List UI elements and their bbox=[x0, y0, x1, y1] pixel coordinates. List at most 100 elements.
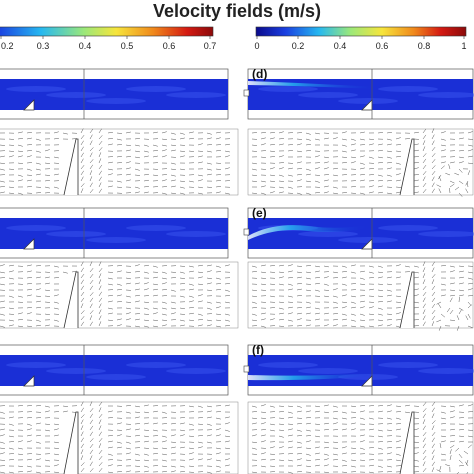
velocity-vector bbox=[436, 469, 442, 473]
velocity-vector bbox=[260, 277, 266, 279]
velocity-vector bbox=[440, 440, 446, 443]
velocity-vector bbox=[44, 180, 50, 182]
velocity-vector bbox=[152, 276, 158, 279]
velocity-vector bbox=[323, 324, 329, 327]
velocity-vector bbox=[386, 138, 392, 141]
velocity-vector bbox=[467, 444, 472, 449]
velocity-vector bbox=[323, 441, 329, 444]
velocity-vector bbox=[440, 161, 446, 164]
velocity-vector bbox=[89, 170, 93, 176]
velocity-vector bbox=[170, 162, 176, 165]
velocity-vector bbox=[17, 325, 23, 327]
velocity-vector bbox=[179, 417, 185, 419]
velocity-vector bbox=[440, 265, 446, 267]
velocity-vector bbox=[0, 428, 5, 431]
velocity-vector bbox=[17, 162, 23, 164]
velocity-vector bbox=[377, 410, 383, 413]
velocity-vector bbox=[395, 417, 401, 420]
velocity-vector bbox=[35, 458, 41, 461]
velocity-vector bbox=[368, 271, 374, 274]
velocity-vector bbox=[161, 295, 167, 297]
velocity-vector bbox=[395, 144, 401, 146]
velocity-vector bbox=[44, 289, 50, 292]
velocity-vector bbox=[26, 458, 32, 461]
velocity-vector bbox=[350, 452, 356, 455]
velocity-vector bbox=[152, 422, 158, 425]
velocity-vector bbox=[377, 156, 383, 159]
velocity-vector bbox=[0, 313, 5, 316]
velocity-vector bbox=[431, 188, 435, 194]
velocity-vector bbox=[17, 447, 23, 450]
velocity-vector bbox=[134, 405, 140, 408]
velocity-vector bbox=[368, 168, 374, 170]
velocity-vector bbox=[278, 131, 284, 134]
velocity-vector bbox=[287, 428, 293, 431]
velocity-streak bbox=[418, 231, 474, 237]
velocity-vector bbox=[386, 174, 392, 177]
velocity-vector bbox=[35, 434, 41, 437]
velocity-vector bbox=[125, 156, 131, 158]
colorbar-tick-label: 0.4 bbox=[79, 41, 92, 51]
velocity-vector bbox=[116, 155, 122, 158]
obstacle-ramp bbox=[399, 138, 415, 196]
velocity-vector bbox=[332, 295, 338, 298]
velocity-vector bbox=[440, 165, 445, 170]
velocity-vector bbox=[143, 453, 149, 456]
velocity-vector bbox=[98, 170, 102, 176]
velocity-vector bbox=[224, 313, 230, 316]
velocity-vector bbox=[116, 301, 122, 303]
obstacle-ramp bbox=[63, 271, 79, 329]
velocity-vector bbox=[449, 405, 455, 408]
velocity-vector bbox=[170, 149, 176, 152]
velocity-vector bbox=[152, 283, 158, 286]
velocity-vector bbox=[107, 283, 113, 286]
velocity-vector bbox=[98, 291, 102, 297]
velocity-vector bbox=[431, 176, 435, 182]
velocity-vector bbox=[458, 161, 464, 164]
velocity-vector bbox=[395, 150, 401, 152]
velocity-vector bbox=[431, 285, 436, 291]
velocity-vector bbox=[287, 167, 293, 170]
velocity-vector bbox=[206, 173, 212, 176]
velocity-vector bbox=[44, 405, 50, 408]
velocity-vector bbox=[260, 312, 266, 315]
velocity-vector bbox=[98, 309, 102, 315]
velocity-vector bbox=[377, 295, 383, 297]
velocity-vector bbox=[134, 288, 140, 291]
velocity-vector bbox=[8, 138, 14, 140]
velocity-vector bbox=[251, 180, 257, 182]
velocity-vector bbox=[107, 185, 113, 188]
colorbar-left-gradient bbox=[0, 26, 214, 37]
inlet-marker bbox=[243, 228, 250, 236]
velocity-vector bbox=[116, 318, 122, 321]
velocity-vector bbox=[413, 417, 419, 419]
velocity-vector bbox=[449, 161, 455, 164]
velocity-vector bbox=[341, 465, 347, 467]
velocity-vector bbox=[278, 167, 284, 170]
velocity-streak bbox=[126, 362, 186, 368]
velocity-vector bbox=[161, 179, 167, 182]
velocity-vector bbox=[287, 306, 293, 309]
velocity-vector bbox=[143, 173, 149, 176]
velocity-vector bbox=[377, 307, 383, 310]
velocity-vector bbox=[26, 150, 32, 152]
velocity-vector bbox=[215, 452, 221, 455]
velocity-vector bbox=[287, 405, 293, 408]
velocity-vector bbox=[458, 180, 464, 185]
velocity-vector bbox=[0, 180, 5, 183]
velocity-vector bbox=[269, 465, 275, 467]
velocity-vector bbox=[269, 137, 275, 140]
velocity-vector bbox=[17, 465, 23, 467]
velocity-vector bbox=[152, 307, 158, 310]
velocity-vector bbox=[161, 144, 167, 147]
velocity-vector bbox=[251, 411, 257, 413]
velocity-vector bbox=[98, 321, 102, 327]
velocity-vector bbox=[170, 446, 176, 449]
velocity-vector bbox=[431, 159, 436, 164]
velocity-vector bbox=[305, 429, 311, 432]
velocity-vector bbox=[323, 428, 329, 431]
velocity-vector bbox=[395, 447, 401, 449]
velocity-vector bbox=[8, 447, 14, 450]
velocity-vector bbox=[449, 294, 455, 297]
velocity-vector bbox=[152, 429, 158, 432]
